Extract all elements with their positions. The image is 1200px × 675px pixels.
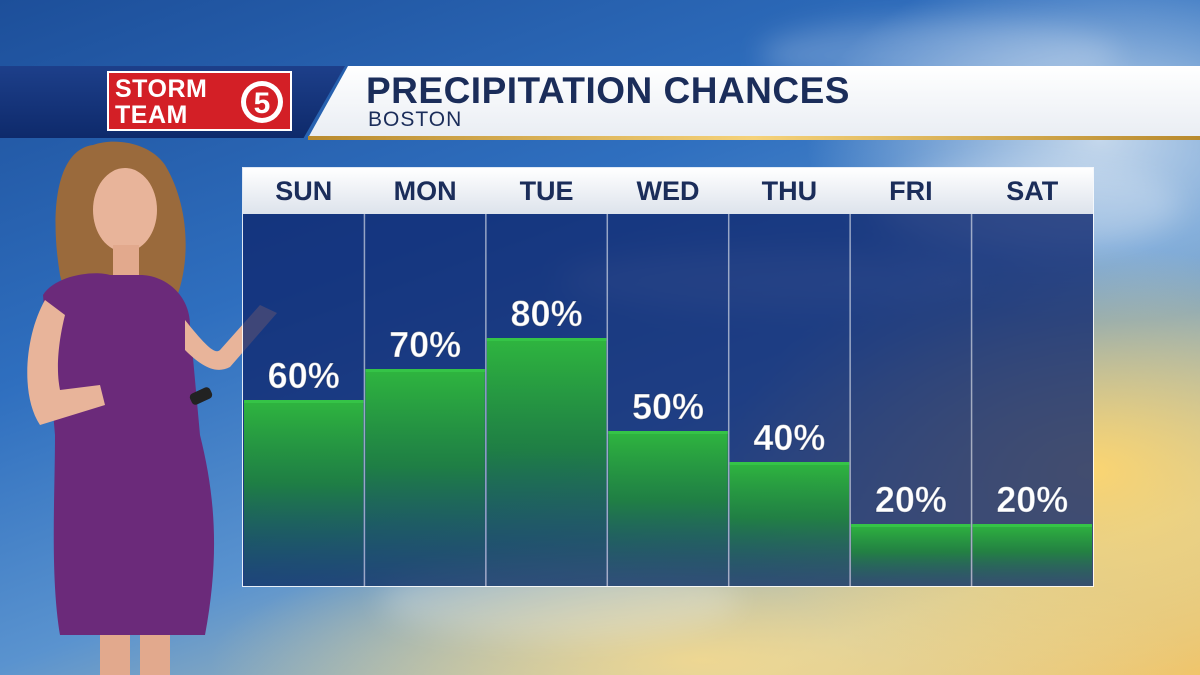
- precipitation-bar-chart: SUN 60% MON 70% TUE 80% WED 50% THU 40% FRI 20% SAT 2…: [244, 176, 1092, 586]
- channel-5-icon: 5: [241, 81, 283, 123]
- bar-top-edge-mon: [365, 369, 485, 372]
- bar-fri: [851, 524, 971, 586]
- day-label-sat: SAT: [1006, 176, 1059, 206]
- value-label-fri: 20%: [875, 479, 947, 520]
- value-label-sun: 60%: [268, 355, 340, 396]
- bar-top-edge-sun: [244, 400, 364, 403]
- bar-sun: [244, 400, 364, 586]
- day-label-wed: WED: [637, 176, 700, 206]
- logo-word-team: TEAM: [115, 101, 188, 129]
- bar-tue: [486, 338, 607, 586]
- bar-sat: [972, 524, 1092, 586]
- day-label-mon: MON: [394, 176, 457, 206]
- header-title-band: [308, 66, 1200, 138]
- bar-top-edge-tue: [486, 338, 607, 341]
- bar-top-edge-fri: [851, 524, 971, 527]
- presenter-figure: [27, 141, 277, 675]
- bar-wed: [608, 431, 728, 586]
- header-gold-rule: [308, 136, 1200, 140]
- value-label-tue: 80%: [511, 293, 583, 334]
- day-header-strip: [243, 168, 1093, 214]
- value-label-wed: 50%: [632, 386, 704, 427]
- logo-word-storm: STORM: [115, 75, 208, 103]
- bar-thu: [729, 462, 850, 586]
- value-label-thu: 40%: [753, 417, 825, 458]
- logo-number: 5: [254, 87, 271, 120]
- location-subtitle: BOSTON: [368, 108, 463, 131]
- day-label-thu: THU: [762, 176, 818, 206]
- page-title: PRECIPITATION CHANCES: [366, 70, 850, 111]
- bar-mon: [365, 369, 485, 586]
- storm-team-5-logo: STORM TEAM 5: [107, 71, 292, 131]
- value-label-sat: 20%: [996, 479, 1068, 520]
- day-label-tue: TUE: [520, 176, 574, 206]
- day-label-fri: FRI: [889, 176, 933, 206]
- bar-top-edge-wed: [608, 431, 728, 434]
- value-label-mon: 70%: [389, 324, 461, 365]
- bar-top-edge-thu: [729, 462, 850, 465]
- chart-panel: SUN 60% MON 70% TUE 80% WED 50% THU 40% FRI 20% SAT 2…: [243, 168, 1093, 586]
- day-label-sun: SUN: [275, 176, 332, 206]
- bar-top-edge-sat: [972, 524, 1092, 527]
